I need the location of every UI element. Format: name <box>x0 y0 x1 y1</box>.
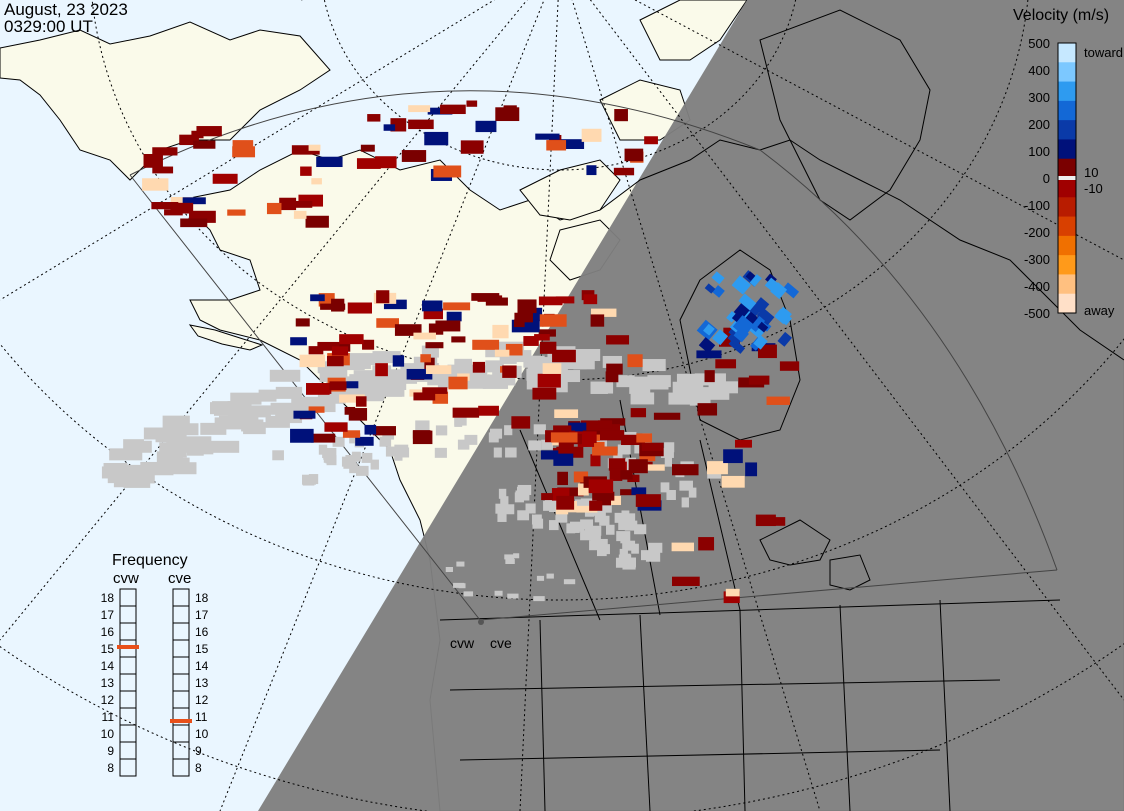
colorbar-segment <box>1058 235 1076 256</box>
frequency-scale-label: 15 <box>101 642 115 656</box>
colorbar-segment <box>1058 216 1076 237</box>
velocity-tick-label: -500 <box>1024 306 1050 321</box>
frequency-scale-label: 15 <box>195 642 209 656</box>
velocity-tick-label: 400 <box>1028 63 1050 78</box>
colorbar-segment <box>1058 158 1076 179</box>
frequency-scale-label: 13 <box>195 676 209 690</box>
frequency-gauge-cve <box>172 588 190 777</box>
velocity-label-neg10: -10 <box>1084 181 1103 196</box>
frequency-scale-label: 17 <box>195 608 209 622</box>
frequency-scale-label: 9 <box>195 744 202 758</box>
frequency-scale-label: 11 <box>102 710 115 724</box>
frequency-scale-label: 16 <box>195 625 209 639</box>
frequency-panel: Frequency cvw cve 1817161514131211109818… <box>101 552 209 777</box>
date-label: August, 23 2023 <box>4 0 128 19</box>
velocity-toward-label: toward <box>1084 45 1123 60</box>
frequency-scale-label: 18 <box>195 591 209 605</box>
velocity-label-10: 10 <box>1084 165 1098 180</box>
frequency-scale-label: 9 <box>107 744 114 758</box>
velocity-tick-label: -300 <box>1024 252 1050 267</box>
velocity-away-label: away <box>1084 303 1115 318</box>
velocity-tick-label: 100 <box>1028 144 1050 159</box>
frequency-scale-label: 14 <box>101 659 115 673</box>
velocity-tick-label: 300 <box>1028 90 1050 105</box>
frequency-scale-label: 18 <box>101 591 115 605</box>
site-label-cve: cve <box>490 635 512 651</box>
colorbar-segment <box>1058 274 1076 295</box>
frequency-scale-label: 13 <box>101 676 115 690</box>
site-label-cvw: cvw <box>450 635 475 651</box>
velocity-ticks: 500 400 300 200 100 0 -100 -200 -300 -400 -500 <box>1024 36 1050 321</box>
frequency-scale-label: 8 <box>195 761 202 775</box>
frequency-radar-cvw: cvw <box>113 570 139 587</box>
velocity-tick-label: -100 <box>1024 198 1050 213</box>
colorbar-segment <box>1058 293 1076 314</box>
velocity-tick-label: -200 <box>1024 225 1050 240</box>
frequency-scale-label: 16 <box>101 625 115 639</box>
velocity-colorbar <box>1057 42 1077 314</box>
velocity-tick-label: -400 <box>1024 279 1050 294</box>
velocity-legend-title: Velocity (m/s) <box>1013 7 1109 24</box>
colorbar-segment <box>1058 43 1076 63</box>
colorbar-segment <box>1058 100 1076 121</box>
colorbar-segment <box>1058 197 1076 218</box>
radar-sites: cvw cve <box>450 619 512 651</box>
colorbar-segment <box>1058 62 1076 83</box>
colorbar-segment <box>1058 139 1076 160</box>
frequency-scale-label: 10 <box>101 727 115 741</box>
velocity-legend: Velocity (m/s) 500 400 300 200 100 0 -100 -200 -… <box>1013 7 1123 321</box>
frequency-title: Frequency <box>112 552 188 569</box>
frequency-marker-cve <box>170 719 192 723</box>
frequency-scale-label: 11 <box>195 710 208 724</box>
frequency-scale-label: 12 <box>195 693 209 707</box>
velocity-tick-label: 500 <box>1028 36 1050 51</box>
frequency-scale-label: 14 <box>195 659 209 673</box>
frequency-radar-cve: cve <box>168 570 191 587</box>
frequency-scale-label: 8 <box>107 761 114 775</box>
frequency-scale-label: 10 <box>195 727 209 741</box>
velocity-tick-label: 0 <box>1043 171 1050 186</box>
frequency-scale-label: 12 <box>101 693 115 707</box>
frequency-gauges: 18 17 16 15 14 13 12 11 10 9 8 18 17 16 15 14 13 12 11 10 9 8 <box>101 588 209 777</box>
frequency-marker-cvw <box>117 645 139 649</box>
colorbar-outline <box>1057 42 1077 314</box>
colorbar-segment <box>1058 255 1076 275</box>
colorbar-segment <box>1058 81 1076 102</box>
velocity-tick-label: 200 <box>1028 117 1050 132</box>
frequency-gauge-cvw <box>119 588 137 777</box>
velocity-cells <box>142 100 800 604</box>
time-label: 0329:00 UT <box>4 17 93 36</box>
frequency-scale-label: 17 <box>101 608 115 622</box>
colorbar-segment <box>1058 120 1076 140</box>
colorbar-segment <box>1058 178 1076 198</box>
